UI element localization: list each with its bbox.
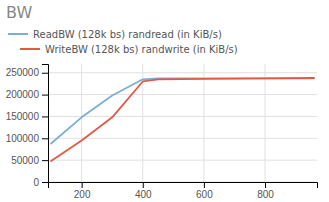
tick-mark bbox=[42, 116, 48, 117]
tick: 200000 bbox=[6, 89, 48, 100]
tick-mark bbox=[42, 95, 48, 96]
y-axis: 0 50000 100000 150000 200000 250000 bbox=[6, 65, 49, 188]
grid-line bbox=[48, 94, 317, 95]
tick-label: 0 bbox=[33, 177, 39, 188]
plot: 200 400 600 800 0 50000 100000 150000 200000 2500… bbox=[6, 64, 318, 200]
tick-mark bbox=[42, 160, 48, 161]
grid-line bbox=[48, 160, 317, 161]
tick: 600 bbox=[196, 182, 213, 200]
line bbox=[51, 78, 314, 161]
axis-line bbox=[42, 65, 49, 183]
grid bbox=[48, 64, 317, 182]
legend-entry: ReadBW (128k bs) randread (in KiB/s) bbox=[33, 29, 222, 40]
tick: 250000 bbox=[6, 67, 48, 78]
grid-line bbox=[48, 116, 317, 117]
grid-line bbox=[48, 72, 317, 73]
tick-label: 250000 bbox=[6, 67, 40, 78]
grid-line bbox=[203, 64, 204, 182]
tick: 400 bbox=[135, 182, 152, 200]
tick-label: 600 bbox=[196, 189, 213, 200]
tick: 100000 bbox=[6, 133, 48, 144]
tick-label: 400 bbox=[135, 189, 152, 200]
tick-mark bbox=[82, 182, 83, 188]
legend-entry: WriteBW (128k bs) randwrite (in KiB/s) bbox=[45, 44, 238, 55]
tick-label: 200 bbox=[74, 189, 91, 200]
tick: 200 bbox=[74, 182, 91, 200]
tick-mark bbox=[143, 182, 144, 188]
title: BW bbox=[6, 3, 32, 22]
tick-label: 50000 bbox=[11, 155, 39, 166]
legend-swatch bbox=[20, 48, 40, 50]
tick: 50000 bbox=[11, 155, 48, 166]
tick-label: 800 bbox=[257, 189, 274, 200]
tick-mark bbox=[204, 182, 205, 188]
tick-mark bbox=[42, 182, 48, 183]
grid-line bbox=[265, 64, 266, 182]
lines bbox=[51, 78, 314, 161]
tick: 0 bbox=[33, 177, 48, 188]
tick-mark bbox=[42, 138, 48, 139]
legend: ReadBW (128k bs) randread (in KiB/s) Writ… bbox=[8, 29, 238, 55]
tick-mark bbox=[265, 182, 266, 188]
grid-line bbox=[48, 138, 317, 139]
axis-line bbox=[49, 183, 318, 189]
tick-label: 200000 bbox=[6, 89, 40, 100]
chart: BWReadBW (128k bs) randread (in KiB/s) Wr… bbox=[0, 0, 329, 202]
grid-line bbox=[81, 64, 82, 182]
tick: 800 bbox=[257, 182, 274, 200]
tick-label: 150000 bbox=[6, 111, 40, 122]
legend-swatch bbox=[8, 33, 28, 35]
tick: 150000 bbox=[6, 111, 48, 122]
tick-mark bbox=[42, 73, 48, 74]
x-axis: 200 400 600 800 bbox=[49, 182, 318, 200]
tick-label: 100000 bbox=[6, 133, 40, 144]
